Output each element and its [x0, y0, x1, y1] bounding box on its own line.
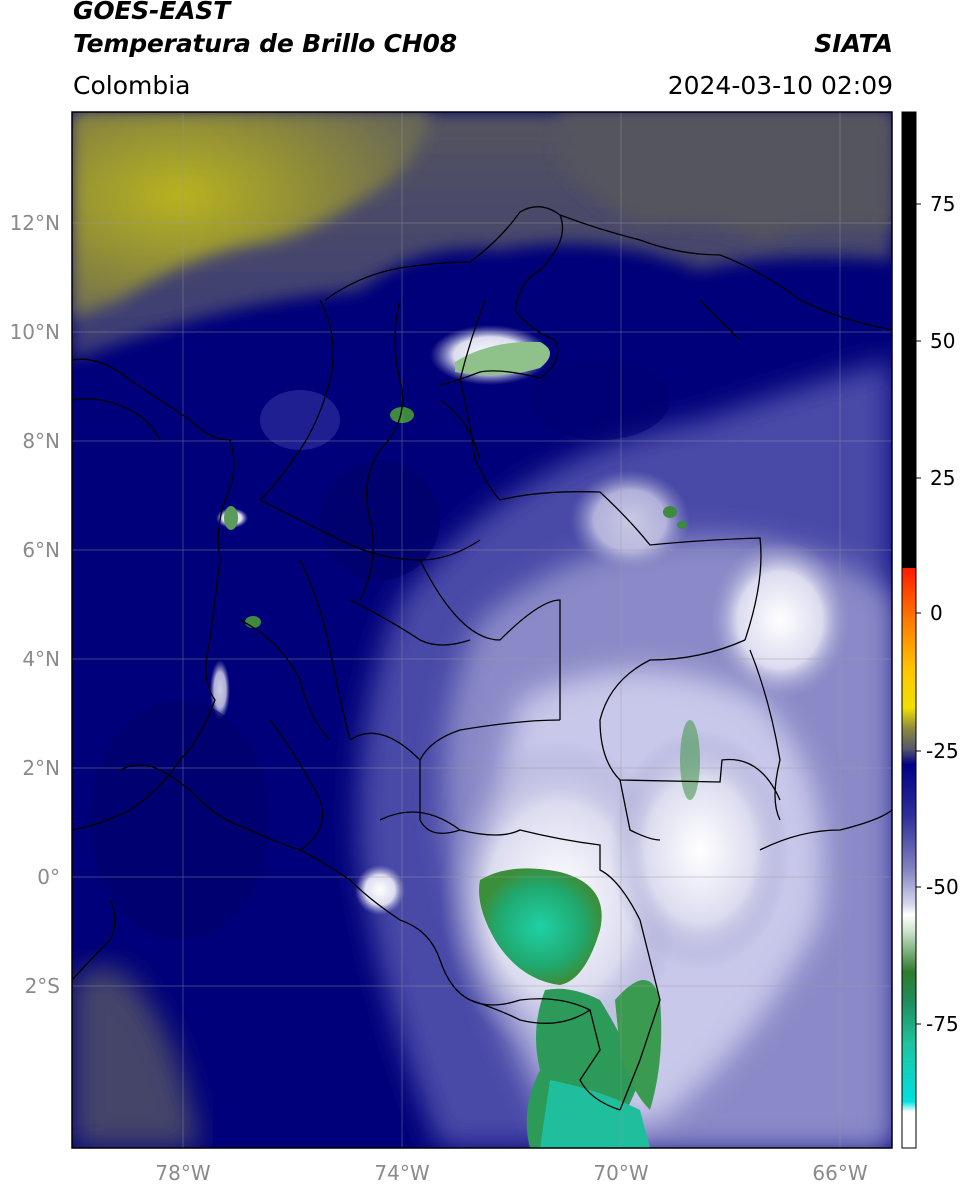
- title-line-2: Temperatura de Brillo CH08: [73, 29, 457, 58]
- region-label: Colombia: [73, 71, 191, 100]
- lat-label: 10°N: [10, 320, 60, 344]
- colorbar-tick-label: 25: [930, 466, 955, 490]
- lat-label: 2°N: [22, 756, 60, 780]
- colorbar-tick-label: 75: [930, 192, 955, 216]
- colorbar-tick-label: 0: [930, 601, 943, 625]
- lat-label: 6°N: [22, 538, 60, 562]
- colorbar-gradient: [901, 111, 917, 1149]
- colorbar-tick-label: -25: [926, 739, 959, 763]
- lon-label: 78°W: [155, 1161, 210, 1185]
- graticule: [72, 112, 892, 1148]
- colorbar-tick-label: 50: [930, 329, 955, 353]
- lon-label: 70°W: [593, 1161, 648, 1185]
- lon-label: 74°W: [374, 1161, 429, 1185]
- lon-label: 66°W: [812, 1161, 867, 1185]
- organization-label: SIATA: [814, 29, 893, 58]
- map-frame: [71, 111, 893, 1149]
- lat-label: 2°S: [25, 974, 60, 998]
- lat-label: 4°N: [22, 647, 60, 671]
- timestamp-label: 2024-03-10 02:09: [667, 71, 893, 100]
- colorbar: 75 50 25 0 -25 -50 -75: [901, 111, 959, 1149]
- lat-label: 0°: [37, 865, 60, 889]
- lat-label: 12°N: [10, 211, 60, 235]
- title-line-1: GOES-EAST: [73, 0, 230, 25]
- lat-label: 8°N: [22, 429, 60, 453]
- longitude-labels: 78°W 74°W 70°W 66°W: [155, 1161, 867, 1185]
- colorbar-tick-label: -50: [926, 875, 959, 899]
- country-borders: [72, 206, 892, 1111]
- colorbar-tick-label: -75: [926, 1012, 959, 1036]
- latitude-labels: 12°N 10°N 8°N 6°N 4°N 2°N 0° 2°S: [10, 211, 60, 998]
- imagery-layer: [72, 112, 892, 1148]
